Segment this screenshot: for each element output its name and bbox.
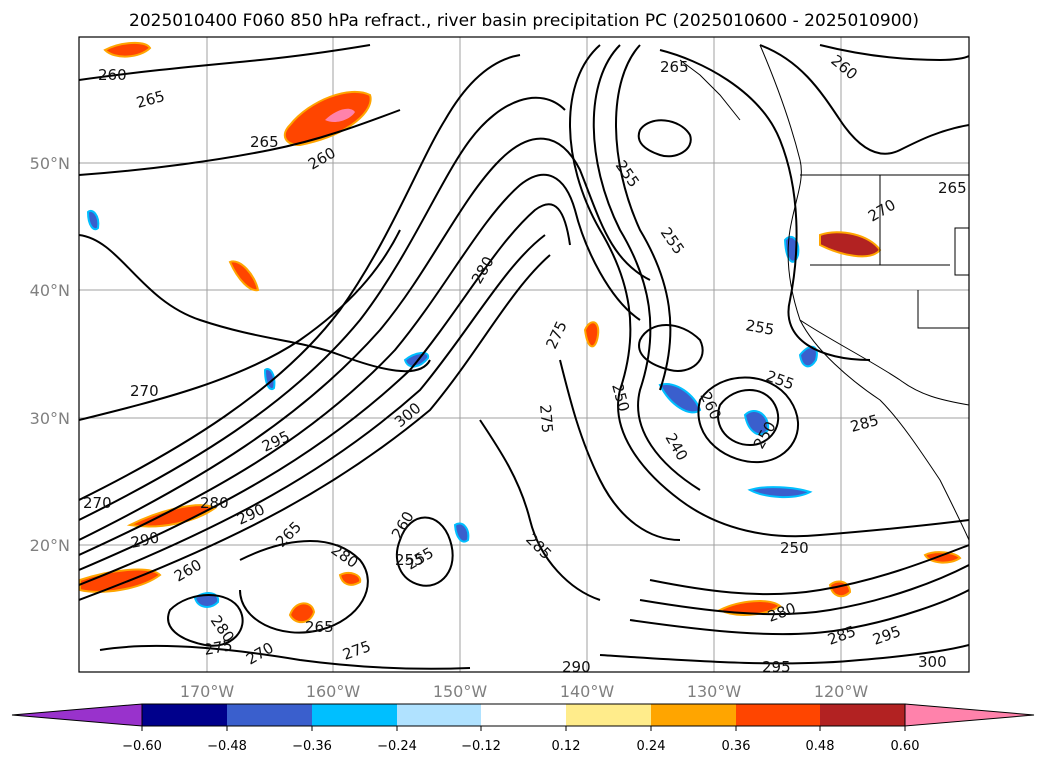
contour-label: 290 <box>129 528 161 552</box>
colorbar: −0.60 −0.48 −0.36 −0.24 −0.12 0.12 0.24 … <box>11 703 1035 754</box>
contour-label: 275 <box>536 404 556 434</box>
longitude-labels: 170°W 160°W 150°W 140°W 130°W 120°W <box>180 682 869 701</box>
contour-label: 255 <box>744 316 775 339</box>
lat-label-50n: 50°N <box>30 154 70 173</box>
pc-blob <box>403 352 430 368</box>
contour-label: 270 <box>130 382 159 400</box>
contour-label: 260 <box>98 66 127 84</box>
lat-label-40n: 40°N <box>30 281 70 300</box>
lon-label-160w: 160°W <box>306 682 361 701</box>
pc-blob <box>743 410 770 436</box>
colorbar-tick-label: 0.36 <box>722 739 751 754</box>
pc-blob <box>338 572 362 586</box>
lat-label-30n: 30°N <box>30 409 70 428</box>
contour-label: 270 <box>83 494 112 512</box>
colorbar-tick-label: −0.60 <box>122 739 162 754</box>
contour-label: 295 <box>762 658 791 676</box>
colorbar-extend-high <box>904 703 1035 727</box>
contour-label: 250 <box>780 539 809 557</box>
colorbar-tick-label: −0.12 <box>461 739 501 754</box>
pc-blob <box>798 345 818 368</box>
contour-label: 300 <box>918 653 947 671</box>
latitude-labels: 50°N 40°N 30°N 20°N <box>30 154 70 555</box>
contour-label: 280 <box>200 494 229 512</box>
colorbar-tick-label: −0.48 <box>207 739 247 754</box>
colorbar-extend-low <box>11 703 143 727</box>
pc-blob <box>86 209 100 231</box>
colorbar-frame <box>141 703 906 727</box>
colorbar-swatch <box>651 704 736 726</box>
contour-label: 255 <box>395 551 424 569</box>
colorbar-swatch <box>312 704 397 726</box>
colorbar-ticks <box>141 726 906 731</box>
colorbar-tick-label: 0.60 <box>891 739 920 754</box>
lon-label-120w: 120°W <box>814 682 869 701</box>
lon-label-150w: 150°W <box>433 682 488 701</box>
contour-label: 275 <box>203 636 234 659</box>
colorbar-swatch <box>820 704 905 726</box>
contour-label: 265 <box>660 58 689 76</box>
colorbar-tick-label: 0.12 <box>552 739 581 754</box>
colorbar-swatch <box>481 704 566 726</box>
lon-label-170w: 170°W <box>180 682 235 701</box>
figure-title: 2025010400 F060 850 hPa refract., river … <box>129 11 919 31</box>
colorbar-tick-label: 0.48 <box>806 739 835 754</box>
colorbar-swatch <box>566 704 651 726</box>
pc-blob <box>103 42 152 58</box>
map-frame <box>78 36 970 673</box>
map-panel: 260 265 265 260 265 255 255 260 265 270 … <box>78 36 970 676</box>
colorbar-swatch <box>227 704 312 726</box>
refractivity-contours <box>79 44 969 670</box>
map-background <box>79 37 969 672</box>
lon-label-130w: 130°W <box>687 682 742 701</box>
pc-blob <box>228 260 260 292</box>
colorbar-tick-label: −0.24 <box>377 739 417 754</box>
pc-blob <box>658 383 702 414</box>
colorbar-swatch <box>142 704 227 726</box>
coastlines <box>679 44 969 541</box>
contour-label: 290 <box>562 658 591 676</box>
colorbar-tick-label: −0.36 <box>292 739 332 754</box>
pc-blob <box>325 108 355 123</box>
gridlines <box>79 37 969 672</box>
colorbar-tick-label: 0.24 <box>637 739 666 754</box>
precip-pc-fills <box>79 42 962 624</box>
pc-blob <box>583 321 600 348</box>
pc-blob <box>717 600 782 616</box>
lon-label-140w: 140°W <box>560 682 615 701</box>
pc-blob <box>453 522 470 543</box>
contour-label: 265 <box>305 618 334 636</box>
lat-label-20n: 20°N <box>30 536 70 555</box>
contour-label: 265 <box>250 133 279 151</box>
pc-blob <box>923 551 962 564</box>
pc-blob <box>747 486 813 499</box>
colorbar-swatch <box>397 704 481 726</box>
pc-blob <box>193 592 220 608</box>
contour-label: 265 <box>938 179 967 197</box>
pc-blob <box>288 602 316 624</box>
colorbar-swatch <box>736 704 820 726</box>
